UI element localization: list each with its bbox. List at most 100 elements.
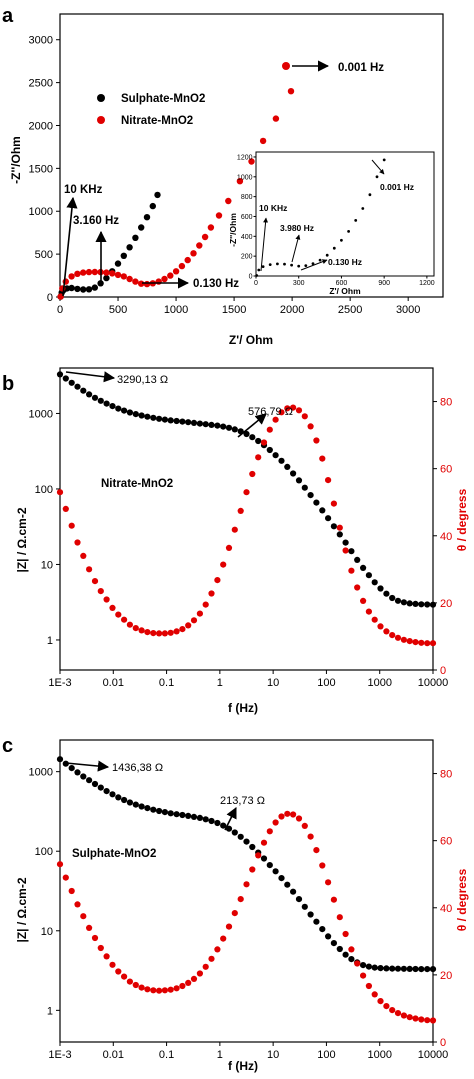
data-point-theta	[109, 961, 116, 968]
data-point-theta	[220, 935, 227, 942]
x-tick-label: 1	[217, 1049, 223, 1061]
x-tick-label: 0.1	[159, 677, 174, 689]
data-point-nitrate	[225, 197, 232, 205]
data-point-z	[231, 426, 238, 433]
data-point-z	[56, 371, 64, 378]
data-point-theta	[173, 985, 180, 992]
data-point-z	[260, 855, 268, 862]
panel-b-y2-label: θ / degress	[455, 488, 469, 551]
data-point-z	[336, 945, 343, 953]
data-point-theta	[103, 596, 110, 603]
y2-tick-label: 80	[440, 769, 452, 781]
panel-c-arrow-zmid	[224, 806, 237, 831]
data-point-z	[68, 765, 75, 772]
data-point-z	[371, 964, 378, 971]
data-point-theta	[97, 944, 104, 952]
data-point-theta	[348, 567, 355, 574]
data-point-theta	[429, 1017, 437, 1024]
x-tick-label: 10000	[418, 1049, 449, 1061]
data-point-theta	[371, 991, 378, 998]
data-point-z	[278, 457, 285, 464]
data-point-z	[97, 784, 104, 791]
inset-ann-0130hz: 0.130 Hz	[328, 257, 362, 267]
data-point-theta	[97, 588, 104, 595]
data-point-theta	[208, 590, 215, 597]
data-point-nitrate	[74, 270, 81, 277]
data-point-theta	[325, 477, 332, 484]
data-point-z	[313, 918, 320, 925]
data-point-theta	[115, 611, 122, 618]
data-point-z	[196, 420, 203, 427]
inset-data-point	[318, 258, 322, 262]
inset-data-point	[268, 263, 272, 266]
data-point-theta	[237, 507, 244, 514]
data-point-sulphate	[91, 284, 99, 291]
x-tick-label: 0.1	[159, 1049, 174, 1061]
data-point-theta	[86, 924, 93, 932]
inset-y-label: -Z''/Ohm	[228, 213, 238, 247]
ann-3160hz: 3.160 Hz	[73, 215, 119, 227]
data-point-theta	[360, 597, 367, 605]
data-point-theta	[377, 623, 384, 630]
inset-ann-3980hz: 3.980 Hz	[280, 223, 314, 233]
panel-c-x-label: f (Hz)	[228, 1059, 258, 1073]
data-point-theta	[243, 881, 250, 888]
data-point-z	[208, 421, 215, 428]
panel-c-sample: Sulphate-MnO2	[72, 848, 156, 860]
data-point-theta	[354, 584, 361, 591]
y-tick-label: 2500	[29, 78, 53, 90]
data-point-nitrate	[272, 115, 280, 122]
data-point-sulphate	[126, 244, 133, 251]
data-point-z	[400, 599, 407, 606]
data-point-z	[249, 843, 256, 851]
data-point-z	[185, 812, 192, 820]
y-tick-label: 10	[41, 926, 53, 938]
panel-a-y-ticks: 0 500 1000 1500 2000 2500 3000	[29, 35, 60, 304]
inset-data-point	[276, 262, 279, 266]
data-point-z	[202, 816, 209, 823]
inset-data-point	[283, 262, 286, 266]
data-point-z	[68, 379, 75, 386]
data-point-z	[150, 414, 157, 421]
data-point-theta	[161, 630, 168, 637]
x-tick-label: 0	[57, 304, 63, 316]
data-point-z	[208, 817, 215, 825]
data-point-nitrate	[138, 280, 145, 287]
data-point-nitrate	[259, 137, 267, 145]
data-point-nitrate	[109, 270, 116, 277]
data-point-z	[243, 838, 250, 845]
data-point-theta	[272, 819, 279, 826]
data-point-theta	[80, 913, 87, 920]
data-point-theta	[150, 630, 157, 637]
data-point-theta	[173, 628, 180, 635]
data-point-theta	[190, 975, 198, 983]
data-point-theta	[290, 811, 297, 818]
panel-c-y-ticks-left: 1 10 100 1000	[29, 767, 60, 1017]
data-point-z	[406, 600, 413, 607]
y-tick-label: 100	[35, 846, 53, 858]
data-point-theta	[330, 896, 337, 903]
data-point-nitrate	[103, 269, 110, 276]
data-point-z	[412, 965, 419, 973]
data-point-z	[144, 413, 151, 420]
data-point-theta	[400, 1012, 407, 1019]
ann-0130hz: 0.130 Hz	[193, 278, 239, 290]
panel-c-y-label: |Z| / Ω.cm-2	[15, 877, 29, 942]
data-point-z	[272, 452, 279, 459]
inset-data-point	[354, 219, 358, 222]
data-point-nitrate	[91, 268, 99, 276]
data-point-theta	[68, 522, 75, 529]
data-point-z	[383, 965, 390, 972]
data-point-z	[284, 881, 291, 888]
data-point-nitrate	[120, 273, 128, 280]
data-point-theta	[336, 914, 343, 921]
panel-c-y2-label: θ / degress	[455, 868, 469, 931]
data-point-sulphate	[103, 274, 110, 282]
data-point-z	[173, 417, 180, 425]
y-tick-label: 500	[35, 249, 53, 261]
low-freq-marker	[282, 62, 290, 70]
data-point-theta	[185, 979, 192, 987]
inset-data-point	[332, 246, 336, 250]
data-point-z	[91, 780, 99, 788]
